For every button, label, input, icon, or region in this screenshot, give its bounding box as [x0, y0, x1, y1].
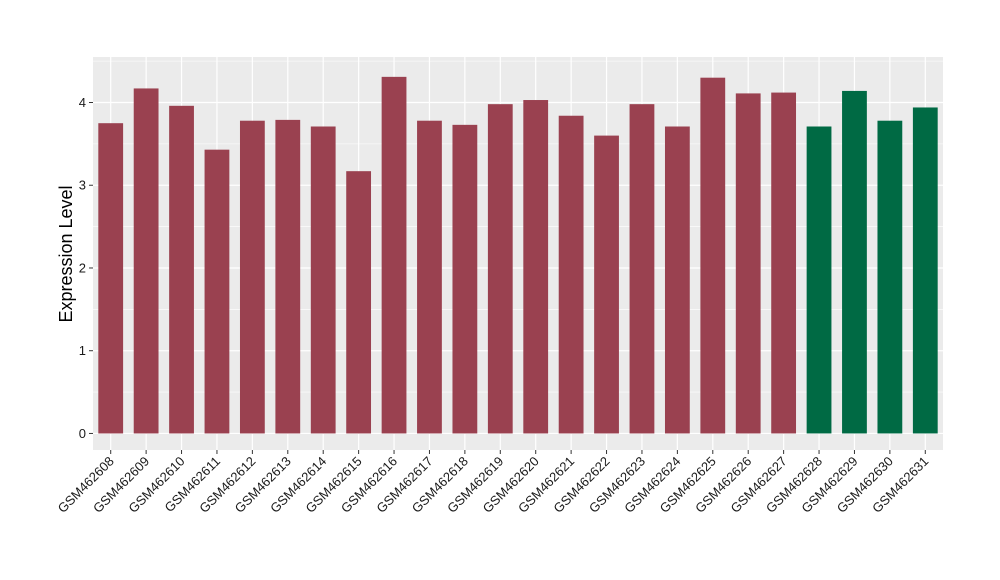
bar-GSM462631: [912, 107, 938, 434]
bar-GSM462626: [735, 93, 761, 434]
bar-GSM462616: [381, 76, 407, 434]
bar-GSM462611: [204, 149, 230, 434]
bar-GSM462613: [275, 119, 301, 434]
bar-GSM462622: [594, 135, 619, 434]
bar-GSM462612: [239, 120, 265, 434]
y-tick-label: 3: [79, 178, 86, 193]
bar-GSM462629: [842, 90, 867, 434]
minor-gridlines: [93, 60, 943, 393]
y-axis: 0 1 2 3 4: [79, 95, 93, 441]
bar-GSM462609: [133, 88, 159, 434]
bar-GSM462628: [806, 126, 832, 434]
bar-GSM462615: [346, 171, 372, 434]
bar-GSM462620: [523, 100, 549, 434]
y-tick-label: 1: [79, 343, 86, 358]
bar-GSM462608: [98, 123, 124, 434]
x-axis: GSM462608GSM462609GSM462610GSM462611GSM4…: [55, 450, 931, 516]
bar-GSM462619: [487, 104, 513, 434]
bars-group: [98, 76, 938, 434]
y-tick-label: 4: [79, 95, 86, 110]
y-tick-label: 2: [79, 260, 86, 275]
bar-GSM462621: [558, 115, 584, 434]
bar-GSM462627: [771, 92, 797, 434]
bar-GSM462630: [877, 120, 903, 434]
bar-GSM462617: [417, 120, 442, 434]
bar-GSM462610: [169, 105, 194, 434]
plot-panel: [93, 57, 943, 450]
bar-GSM462614: [310, 126, 336, 434]
bar-GSM462624: [664, 126, 690, 434]
bar-GSM462625: [700, 77, 726, 434]
y-tick-label: 0: [79, 426, 86, 441]
y-axis-title: Expression Level: [56, 185, 76, 322]
bar-GSM462618: [452, 124, 478, 434]
bar-GSM462623: [629, 104, 655, 434]
